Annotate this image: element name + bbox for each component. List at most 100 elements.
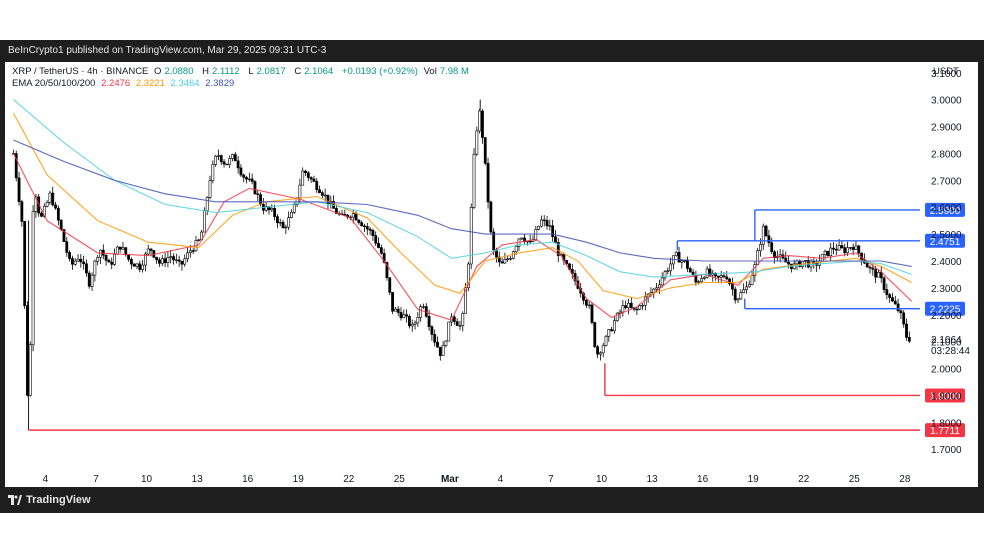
candle-body bbox=[621, 305, 625, 313]
candle-body bbox=[846, 247, 849, 254]
candle-body bbox=[444, 340, 448, 346]
candle-body bbox=[377, 242, 380, 248]
candle-body bbox=[399, 312, 403, 319]
candle-body bbox=[584, 299, 588, 306]
candle-body bbox=[281, 221, 285, 229]
candle-body bbox=[601, 345, 605, 354]
candle-body bbox=[20, 201, 24, 222]
candle-body bbox=[840, 245, 844, 248]
candle-body bbox=[641, 304, 644, 307]
candle-body bbox=[318, 189, 321, 193]
candle-body bbox=[110, 261, 114, 265]
candle-body bbox=[368, 228, 372, 231]
candle-body bbox=[211, 164, 215, 181]
candle-body bbox=[382, 252, 386, 263]
level-tag-label: 1.7711 bbox=[930, 426, 960, 437]
candle-body bbox=[674, 251, 678, 257]
chart-area[interactable] bbox=[5, 62, 978, 487]
candle-body bbox=[745, 286, 748, 291]
candle-body bbox=[144, 253, 147, 266]
candle-body bbox=[315, 181, 319, 191]
candle-body bbox=[483, 137, 487, 164]
x-tick-label-7: 25 bbox=[394, 474, 406, 485]
candle-body bbox=[48, 192, 52, 203]
candle-body bbox=[385, 262, 389, 278]
candle-body bbox=[677, 251, 681, 263]
candle-body bbox=[45, 202, 49, 207]
tradingview-logo[interactable]: TradingView bbox=[8, 494, 91, 506]
x-tick-label-0: 4 bbox=[43, 474, 49, 485]
candle-body bbox=[657, 284, 661, 289]
tradingview-logo-icon bbox=[8, 495, 22, 505]
candle-body bbox=[697, 281, 701, 283]
y-tick-label-8: 2.3000 bbox=[931, 284, 962, 295]
candle-body bbox=[893, 300, 897, 305]
candle-body bbox=[169, 256, 173, 258]
candle-body bbox=[405, 314, 409, 317]
candle-body bbox=[705, 268, 709, 278]
candle-body bbox=[489, 201, 493, 233]
candle-body bbox=[180, 260, 184, 265]
candle-body bbox=[146, 248, 150, 255]
candle-body bbox=[85, 263, 88, 274]
candle-body bbox=[62, 229, 66, 242]
candle-body bbox=[233, 154, 237, 162]
y-tick-label-6: 2.5000 bbox=[931, 230, 962, 241]
candle-body bbox=[770, 242, 774, 253]
candle-body bbox=[666, 270, 670, 272]
candle-body bbox=[843, 247, 847, 254]
level-tag-1: 2.4751 bbox=[925, 233, 965, 248]
y-tick-label-13: 1.8000 bbox=[931, 418, 962, 429]
low-value: 2.0817 bbox=[256, 66, 286, 77]
candle-body bbox=[486, 162, 490, 203]
candle-body bbox=[79, 258, 83, 263]
candle-body bbox=[222, 161, 226, 165]
candle-body bbox=[76, 258, 80, 262]
candle-body bbox=[247, 178, 251, 181]
candle-body bbox=[34, 196, 38, 212]
candle-body bbox=[548, 225, 552, 227]
change-value: +0.0193 (+0.92%) bbox=[341, 66, 418, 77]
candle-body bbox=[764, 225, 768, 237]
y-tick-label-7: 2.4000 bbox=[931, 257, 962, 268]
candle-body bbox=[160, 258, 164, 264]
candle-body bbox=[823, 250, 827, 255]
candle-body bbox=[231, 154, 234, 159]
ema-label[interactable]: EMA 20/50/100/200 bbox=[12, 78, 96, 89]
symbol-label[interactable]: XRP / TetherUS · 4h · BINANCE bbox=[12, 66, 149, 77]
x-tick-label-15: 22 bbox=[798, 474, 810, 485]
candle-body bbox=[905, 323, 908, 338]
x-tick-label-14: 19 bbox=[748, 474, 760, 485]
ema-line-1 bbox=[12, 112, 912, 300]
candle-body bbox=[554, 236, 557, 243]
candle-body bbox=[736, 298, 740, 301]
candle-body bbox=[191, 250, 195, 252]
x-tick-label-9: 4 bbox=[498, 474, 504, 485]
candle-body bbox=[284, 226, 288, 229]
candle-body bbox=[31, 211, 35, 346]
candle-body bbox=[51, 192, 55, 206]
candle-body bbox=[902, 312, 906, 325]
candle-body bbox=[556, 242, 560, 256]
candle-body bbox=[104, 254, 108, 261]
candle-body bbox=[259, 194, 262, 205]
candle-body bbox=[773, 251, 776, 259]
close-value: 2.1064 bbox=[304, 66, 334, 77]
candle-body bbox=[598, 352, 602, 355]
candle-body bbox=[360, 222, 364, 227]
y-tick-label-12: 1.9000 bbox=[931, 391, 962, 402]
candle-body bbox=[402, 314, 406, 319]
candle-body bbox=[610, 329, 614, 332]
candle-body bbox=[857, 245, 861, 254]
candle-body bbox=[374, 235, 378, 244]
candle-body bbox=[118, 246, 122, 250]
y-tick-label-0: 3.1000 bbox=[931, 69, 962, 80]
candle-body bbox=[107, 260, 111, 263]
currency-label[interactable]: USDT bbox=[933, 66, 959, 77]
candle-body bbox=[177, 259, 181, 262]
candle-body bbox=[787, 261, 790, 265]
vol-label: Vol bbox=[423, 66, 437, 77]
candle-body bbox=[203, 210, 206, 233]
